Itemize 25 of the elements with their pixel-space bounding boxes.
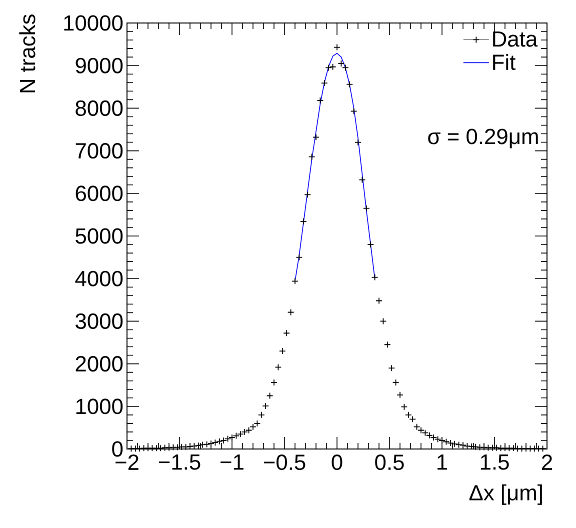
y-tick-label: 9000 bbox=[76, 58, 123, 74]
x-tick-label: −2 bbox=[116, 454, 138, 470]
x-tick-label: 0 bbox=[332, 454, 342, 470]
y-tick-label: 0 bbox=[112, 441, 123, 457]
x-axis-title: Δx [μm] bbox=[469, 484, 542, 505]
legend-label: Data bbox=[493, 31, 538, 47]
y-tick-label: 7000 bbox=[76, 143, 123, 159]
y-tick-label: 8000 bbox=[76, 100, 123, 116]
x-tick-label: 0.5 bbox=[375, 454, 404, 470]
x-tick-label: 1 bbox=[438, 454, 448, 470]
annotation: σ = 0.29μm bbox=[428, 128, 538, 148]
x-tick-label: 1.5 bbox=[480, 454, 509, 470]
y-tick-label: 1000 bbox=[76, 398, 123, 414]
x-tick-label: −1 bbox=[220, 454, 244, 470]
x-tick-label: 2 bbox=[542, 454, 552, 470]
y-tick-label: 10000 bbox=[64, 15, 123, 31]
y-tick-label: 6000 bbox=[76, 186, 123, 202]
y-axis-title: N tracks bbox=[19, 14, 36, 92]
x-tick-label: −0.5 bbox=[264, 454, 306, 470]
x-tick-label: −1.5 bbox=[158, 454, 200, 470]
y-tick-label: 3000 bbox=[76, 313, 123, 329]
y-tick-label: 4000 bbox=[75, 270, 123, 286]
y-tick-label: 2000 bbox=[76, 356, 123, 372]
legend-label: Fit bbox=[493, 54, 516, 70]
y-tick-label: 5000 bbox=[76, 228, 123, 244]
